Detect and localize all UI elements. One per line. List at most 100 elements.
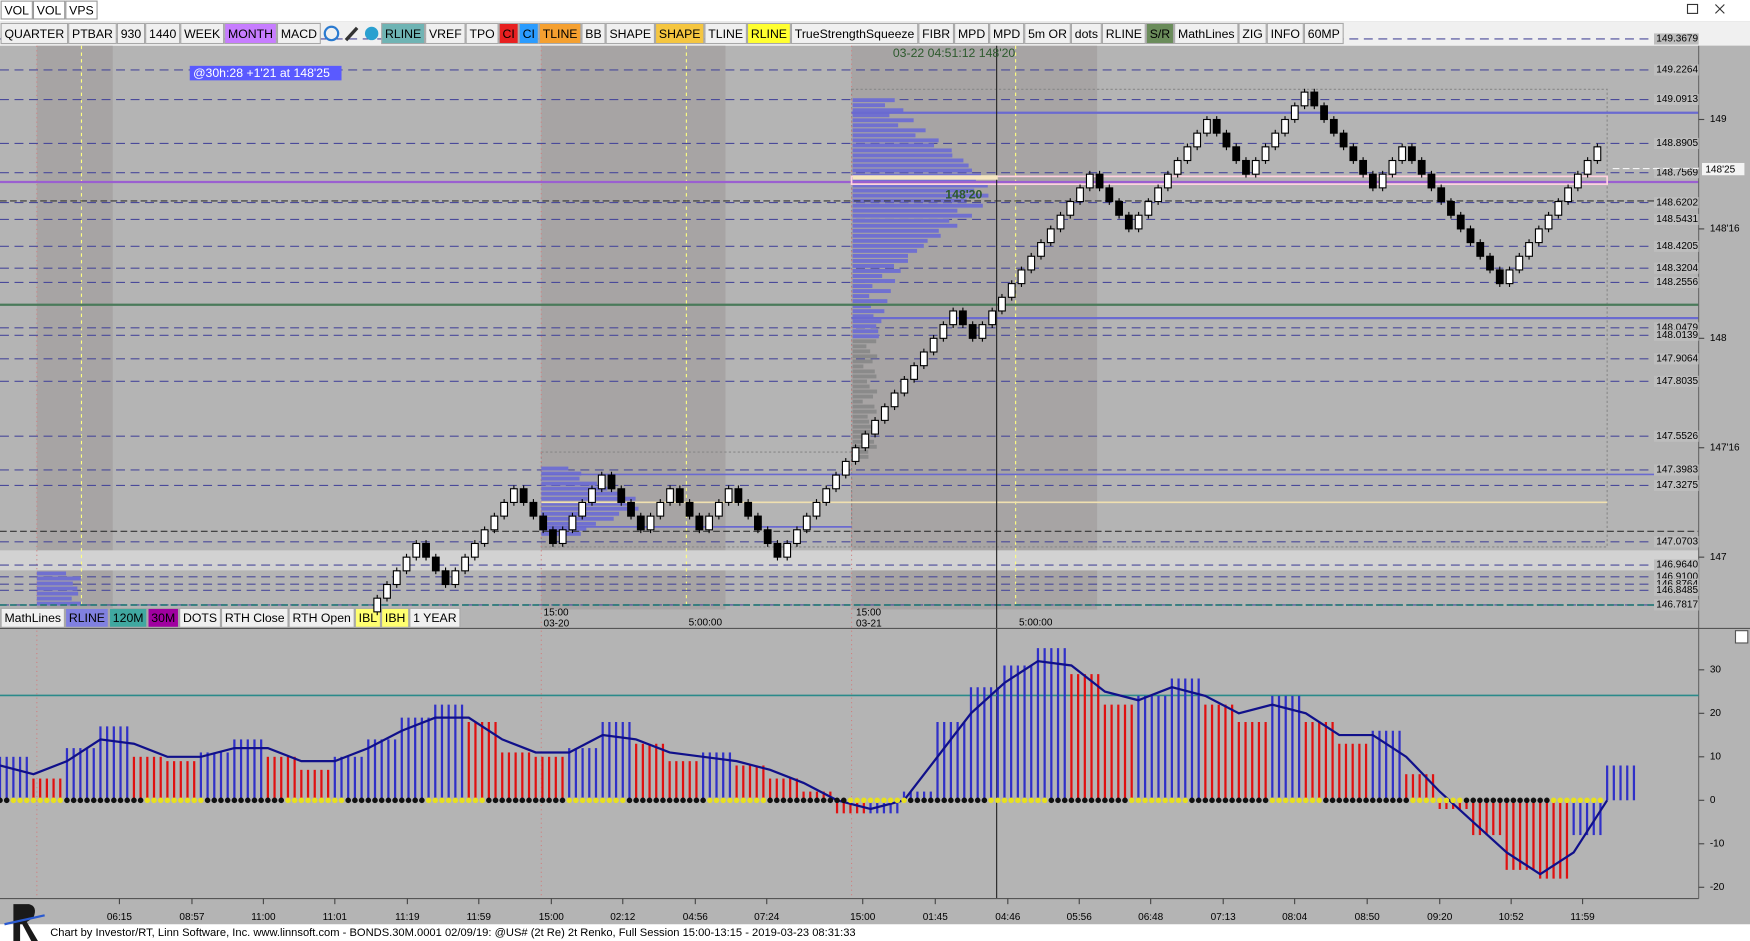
histogram-bar bbox=[635, 743, 665, 801]
toolbar-button[interactable] bbox=[704, 22, 747, 45]
toolbar-button[interactable] bbox=[108, 607, 148, 628]
menu-item[interactable] bbox=[32, 0, 66, 20]
close-button[interactable] bbox=[1715, 4, 1725, 14]
renko-brick bbox=[1339, 132, 1348, 148]
pencil-icon[interactable] bbox=[344, 26, 359, 42]
toolbar-button[interactable] bbox=[1266, 22, 1304, 45]
toolbar-button[interactable] bbox=[409, 607, 461, 628]
toolbar-button[interactable] bbox=[581, 22, 606, 45]
restore-button[interactable] bbox=[1686, 3, 1699, 14]
x-tick-label: 08:04 bbox=[1282, 912, 1308, 923]
toolbar-button[interactable] bbox=[147, 607, 180, 628]
toolbar-button[interactable] bbox=[790, 22, 919, 45]
toolbar-button[interactable] bbox=[465, 22, 499, 45]
renko-brick bbox=[1300, 91, 1309, 107]
profile-bar bbox=[541, 516, 614, 521]
zero-dot bbox=[646, 797, 653, 804]
zero-dot bbox=[1410, 797, 1416, 804]
toolbar-button[interactable] bbox=[498, 22, 519, 45]
window-controls[interactable] bbox=[1686, 3, 1725, 14]
toolbar-button-label: PTBAR bbox=[72, 27, 113, 41]
toolbar-button-label: dots bbox=[1075, 27, 1098, 41]
zero-dot bbox=[37, 797, 43, 804]
toolbar-button[interactable] bbox=[179, 607, 221, 628]
zero-dot bbox=[1068, 797, 1075, 804]
profile-bar bbox=[852, 394, 874, 399]
toolbar-button[interactable] bbox=[276, 22, 321, 45]
toolbar-button[interactable] bbox=[1024, 22, 1071, 45]
toolbar-button[interactable] bbox=[425, 22, 466, 45]
histogram-bar bbox=[1472, 800, 1502, 836]
zero-dot bbox=[713, 797, 720, 804]
zero-dot bbox=[1236, 797, 1242, 804]
toolbar-button[interactable] bbox=[746, 22, 791, 45]
toolbar-button[interactable] bbox=[1145, 22, 1175, 45]
toolbar-button[interactable] bbox=[1238, 22, 1267, 45]
toolbar-button[interactable] bbox=[538, 22, 582, 45]
toolbar-button[interactable] bbox=[220, 607, 289, 628]
menu-item[interactable] bbox=[65, 0, 98, 20]
toolbar-button[interactable] bbox=[68, 22, 117, 45]
renko-brick bbox=[1115, 200, 1123, 216]
menu-item[interactable] bbox=[0, 0, 33, 20]
zero-dot bbox=[3, 797, 10, 804]
renko-brick bbox=[978, 324, 987, 339]
clock-icon[interactable] bbox=[323, 25, 340, 42]
profile-bar bbox=[852, 339, 877, 344]
renko-brick bbox=[1349, 146, 1358, 162]
pane-button[interactable] bbox=[1734, 630, 1749, 644]
toolbar-button[interactable] bbox=[1101, 22, 1146, 45]
renko-brick bbox=[919, 351, 928, 367]
profile-bar bbox=[36, 601, 82, 606]
toolbar-button[interactable] bbox=[116, 22, 146, 45]
toolbar-button[interactable] bbox=[64, 607, 109, 628]
toolbar-button[interactable] bbox=[354, 607, 382, 628]
toolbar-button[interactable] bbox=[0, 607, 65, 628]
histogram-bar bbox=[1271, 695, 1301, 801]
toolbar-button[interactable] bbox=[145, 22, 181, 45]
toolbar-button[interactable] bbox=[0, 22, 69, 45]
toolbar-button[interactable] bbox=[989, 22, 1025, 45]
profile-bar bbox=[852, 379, 868, 384]
refresh-icon[interactable] bbox=[364, 26, 379, 41]
profile-bar bbox=[852, 414, 868, 419]
toolbar-button[interactable] bbox=[654, 22, 705, 45]
toolbar-button[interactable] bbox=[381, 22, 426, 45]
zero-dot bbox=[191, 797, 197, 804]
profile-bar bbox=[852, 344, 867, 349]
profile-bar bbox=[852, 118, 914, 123]
renko-brick bbox=[1163, 173, 1172, 189]
zero-dot bbox=[747, 797, 753, 804]
renko-brick bbox=[1066, 200, 1075, 216]
level-label: 147.0703 bbox=[1656, 536, 1698, 547]
toolbar-button[interactable] bbox=[954, 22, 990, 45]
profile-bar bbox=[852, 188, 975, 193]
info-label-box bbox=[189, 65, 342, 81]
zero-dot bbox=[887, 797, 894, 804]
zero-dot bbox=[1189, 797, 1195, 804]
toolbar-button[interactable] bbox=[180, 22, 225, 45]
toolbar-button[interactable] bbox=[1070, 22, 1102, 45]
zero-dot bbox=[1102, 797, 1108, 804]
toolbar-button[interactable] bbox=[605, 22, 655, 45]
toolbar-button[interactable] bbox=[224, 22, 277, 45]
zero-dot bbox=[131, 797, 137, 804]
zero-dot bbox=[693, 797, 700, 804]
renko-brick bbox=[1486, 255, 1494, 271]
zero-dot bbox=[90, 797, 97, 804]
zero-dot bbox=[559, 797, 566, 804]
toolbar-button[interactable] bbox=[518, 22, 539, 45]
toolbar-button[interactable] bbox=[1174, 22, 1239, 45]
renko-brick bbox=[422, 542, 430, 558]
toolbar-button[interactable] bbox=[1303, 22, 1344, 45]
toolbar-button-label: MathLines bbox=[4, 611, 61, 625]
toolbar-button[interactable] bbox=[381, 607, 410, 628]
level-label-box bbox=[1654, 240, 1699, 252]
zero-dot bbox=[1523, 797, 1530, 804]
menu-item-label: VOL bbox=[37, 3, 62, 17]
zero-dot bbox=[258, 797, 264, 804]
zero-dot bbox=[1162, 797, 1168, 804]
zero-dot bbox=[1490, 797, 1497, 804]
toolbar-button[interactable] bbox=[918, 22, 955, 45]
toolbar-button[interactable] bbox=[288, 607, 355, 628]
